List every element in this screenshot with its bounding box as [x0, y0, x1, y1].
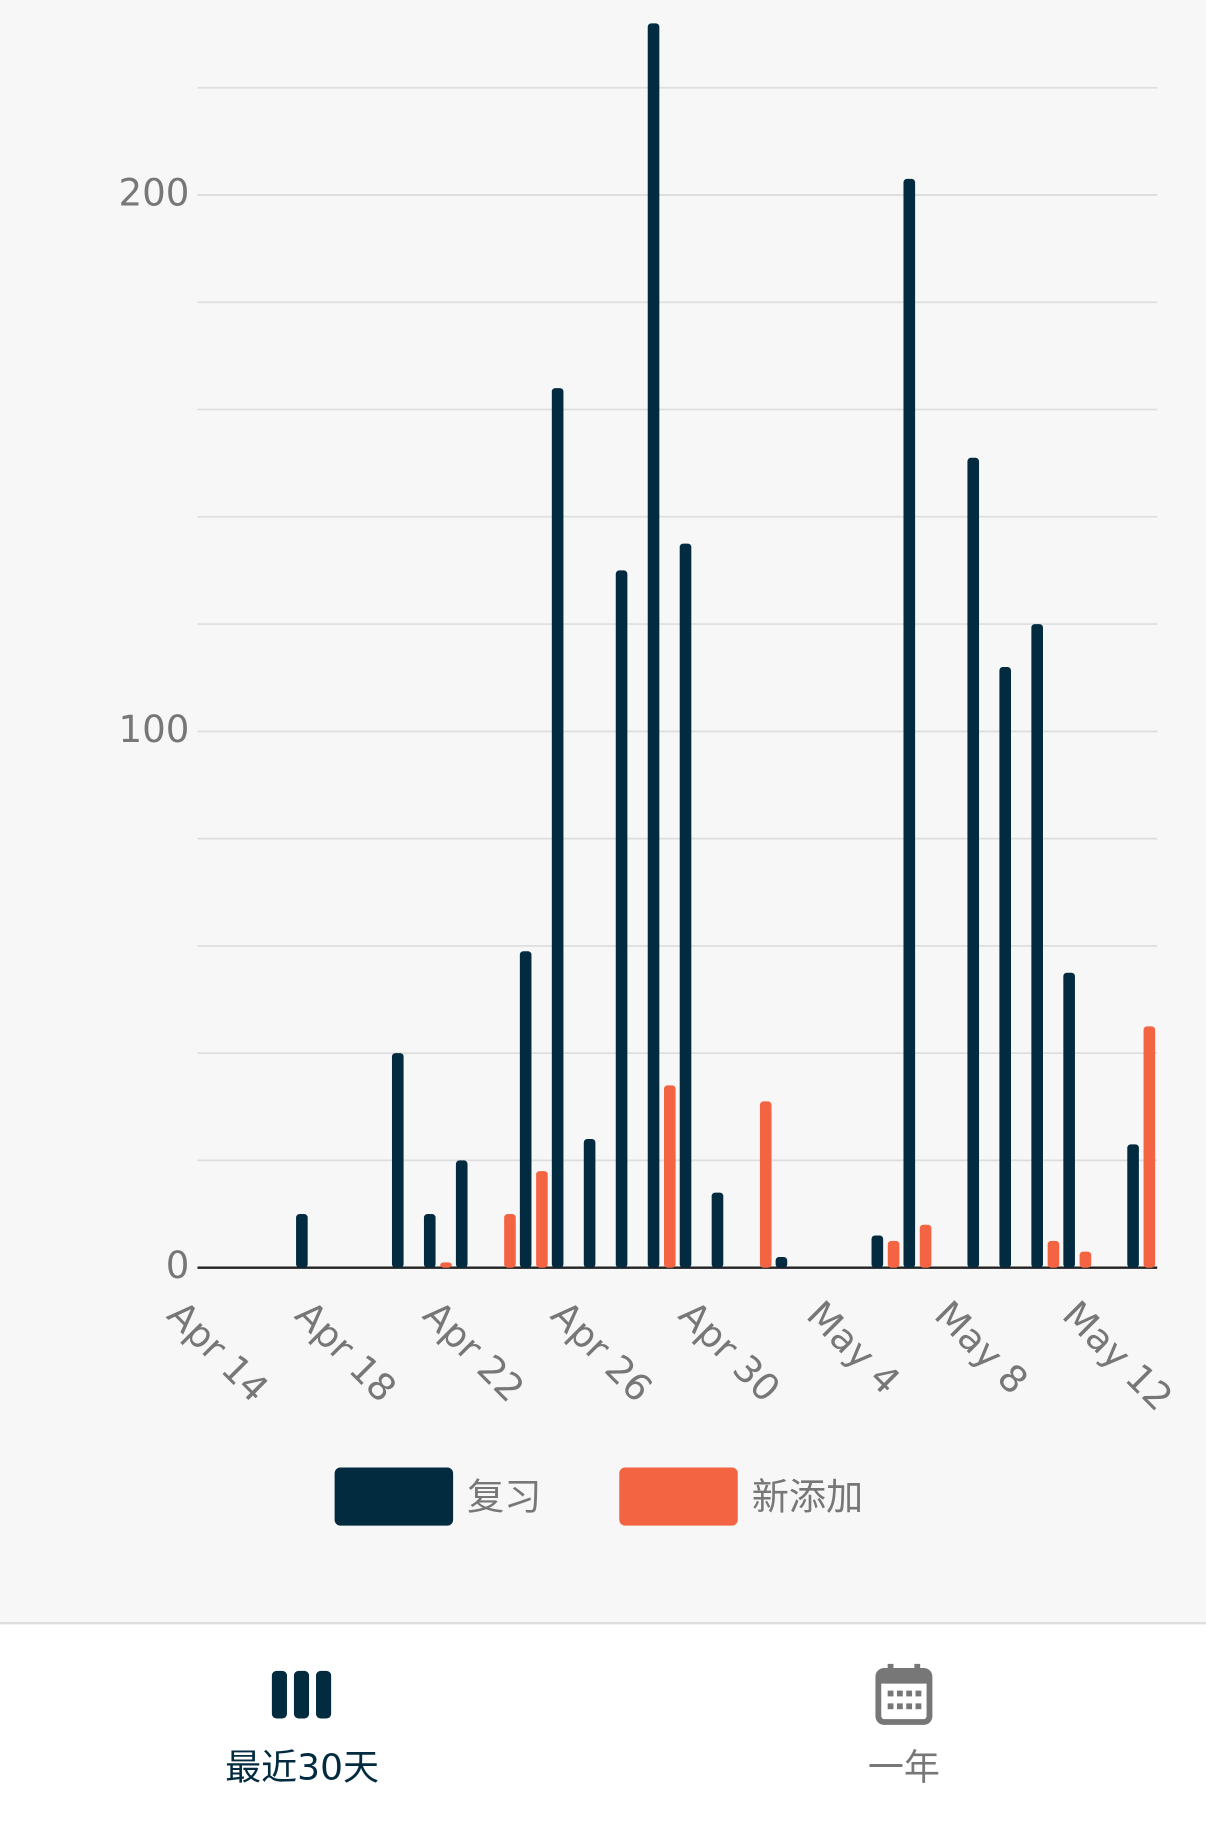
y-tick-label: 200: [118, 170, 189, 214]
tab-icon: [887, 1690, 922, 1710]
bar: [679, 543, 692, 1268]
tab-icon: [914, 1663, 921, 1676]
bar: [871, 1235, 884, 1268]
bar: [440, 1262, 452, 1268]
bar: [759, 1101, 772, 1268]
legend-label: 新添加: [752, 1474, 863, 1518]
bar: [391, 1053, 404, 1268]
y-tick-label: 100: [118, 707, 189, 751]
tab-label: 一年: [868, 1748, 940, 1789]
bar: [999, 666, 1012, 1268]
bar: [519, 951, 532, 1268]
legend-swatch: [334, 1467, 454, 1526]
tab-label: 最近30天: [225, 1748, 379, 1789]
legend-label: 复习: [467, 1474, 541, 1518]
tab-icon: [887, 1663, 894, 1676]
tab-icon: [271, 1670, 287, 1719]
tab-icon: [878, 1670, 930, 1684]
bar: [615, 570, 628, 1268]
bar: [536, 1171, 548, 1268]
bar: [1127, 1144, 1139, 1268]
bar: [711, 1192, 724, 1268]
bar: [663, 1085, 676, 1268]
bar: [647, 23, 660, 1268]
bar: [1063, 972, 1075, 1268]
bar: [455, 1160, 468, 1268]
bar: [775, 1256, 788, 1268]
bar: [903, 178, 916, 1268]
bar: [504, 1214, 516, 1268]
bar: [423, 1214, 436, 1268]
bar: [1143, 1026, 1156, 1268]
legend-swatch: [619, 1467, 738, 1526]
tab-icon: [293, 1670, 310, 1719]
bar: [583, 1138, 596, 1268]
tab-recent[interactable]: 最近30天: [225, 1670, 379, 1789]
bar: [967, 457, 980, 1268]
bar: [1047, 1240, 1060, 1268]
tab-year[interactable]: 一年: [868, 1663, 940, 1789]
bar: [296, 1214, 308, 1268]
tab-bar: [0, 1623, 1206, 1822]
bar: [551, 388, 564, 1268]
bar: [887, 1240, 900, 1268]
y-tick-label: 0: [166, 1243, 190, 1287]
bar: [919, 1224, 932, 1268]
bar: [1079, 1251, 1092, 1268]
bar: [1031, 624, 1043, 1268]
tab-icon: [316, 1670, 332, 1719]
